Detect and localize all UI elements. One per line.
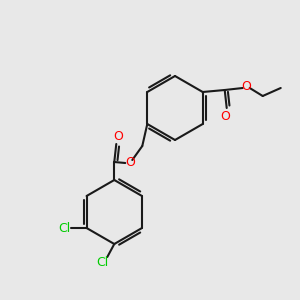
Text: O: O bbox=[220, 110, 230, 122]
Text: Cl: Cl bbox=[96, 256, 108, 268]
Text: O: O bbox=[241, 80, 251, 94]
Text: Cl: Cl bbox=[58, 221, 71, 235]
Text: O: O bbox=[113, 130, 123, 142]
Text: O: O bbox=[125, 155, 135, 169]
